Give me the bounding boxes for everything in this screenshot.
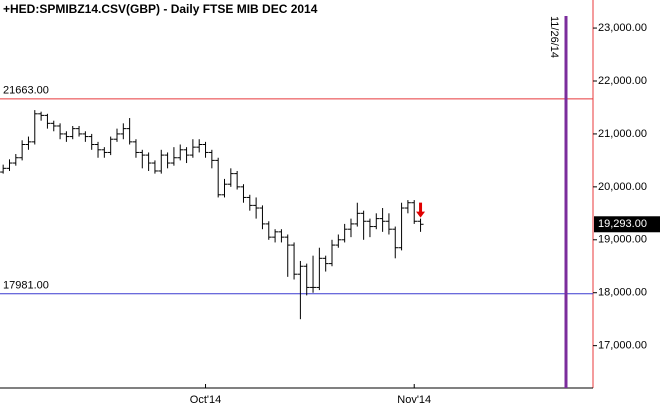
x-tick-label: Nov'14 <box>397 394 431 406</box>
y-tick-label: 23,000.00 <box>598 22 647 34</box>
y-tick-label: 20,000.00 <box>598 181 647 193</box>
y-tick-label: 21,000.00 <box>598 128 647 140</box>
date-marker-label: 11/26/14 <box>548 16 560 58</box>
last-price-box <box>594 216 660 233</box>
y-tick-label: 22,000.00 <box>598 75 647 87</box>
reference-label: 21663.00 <box>3 85 49 97</box>
y-tick-label: 17,000.00 <box>598 340 647 352</box>
signal-arrow <box>416 202 426 218</box>
chart-title: +HED:SPMIBZ14.CSV(GBP) - Daily FTSE MIB … <box>3 2 318 16</box>
reference-label: 17981.00 <box>3 280 49 292</box>
x-tick-label: Oct'14 <box>190 394 221 406</box>
y-tick-label: 18,000.00 <box>598 287 647 299</box>
y-tick-label: 19,000.00 <box>598 234 647 246</box>
last-price-label: 19,293.00 <box>598 218 647 230</box>
